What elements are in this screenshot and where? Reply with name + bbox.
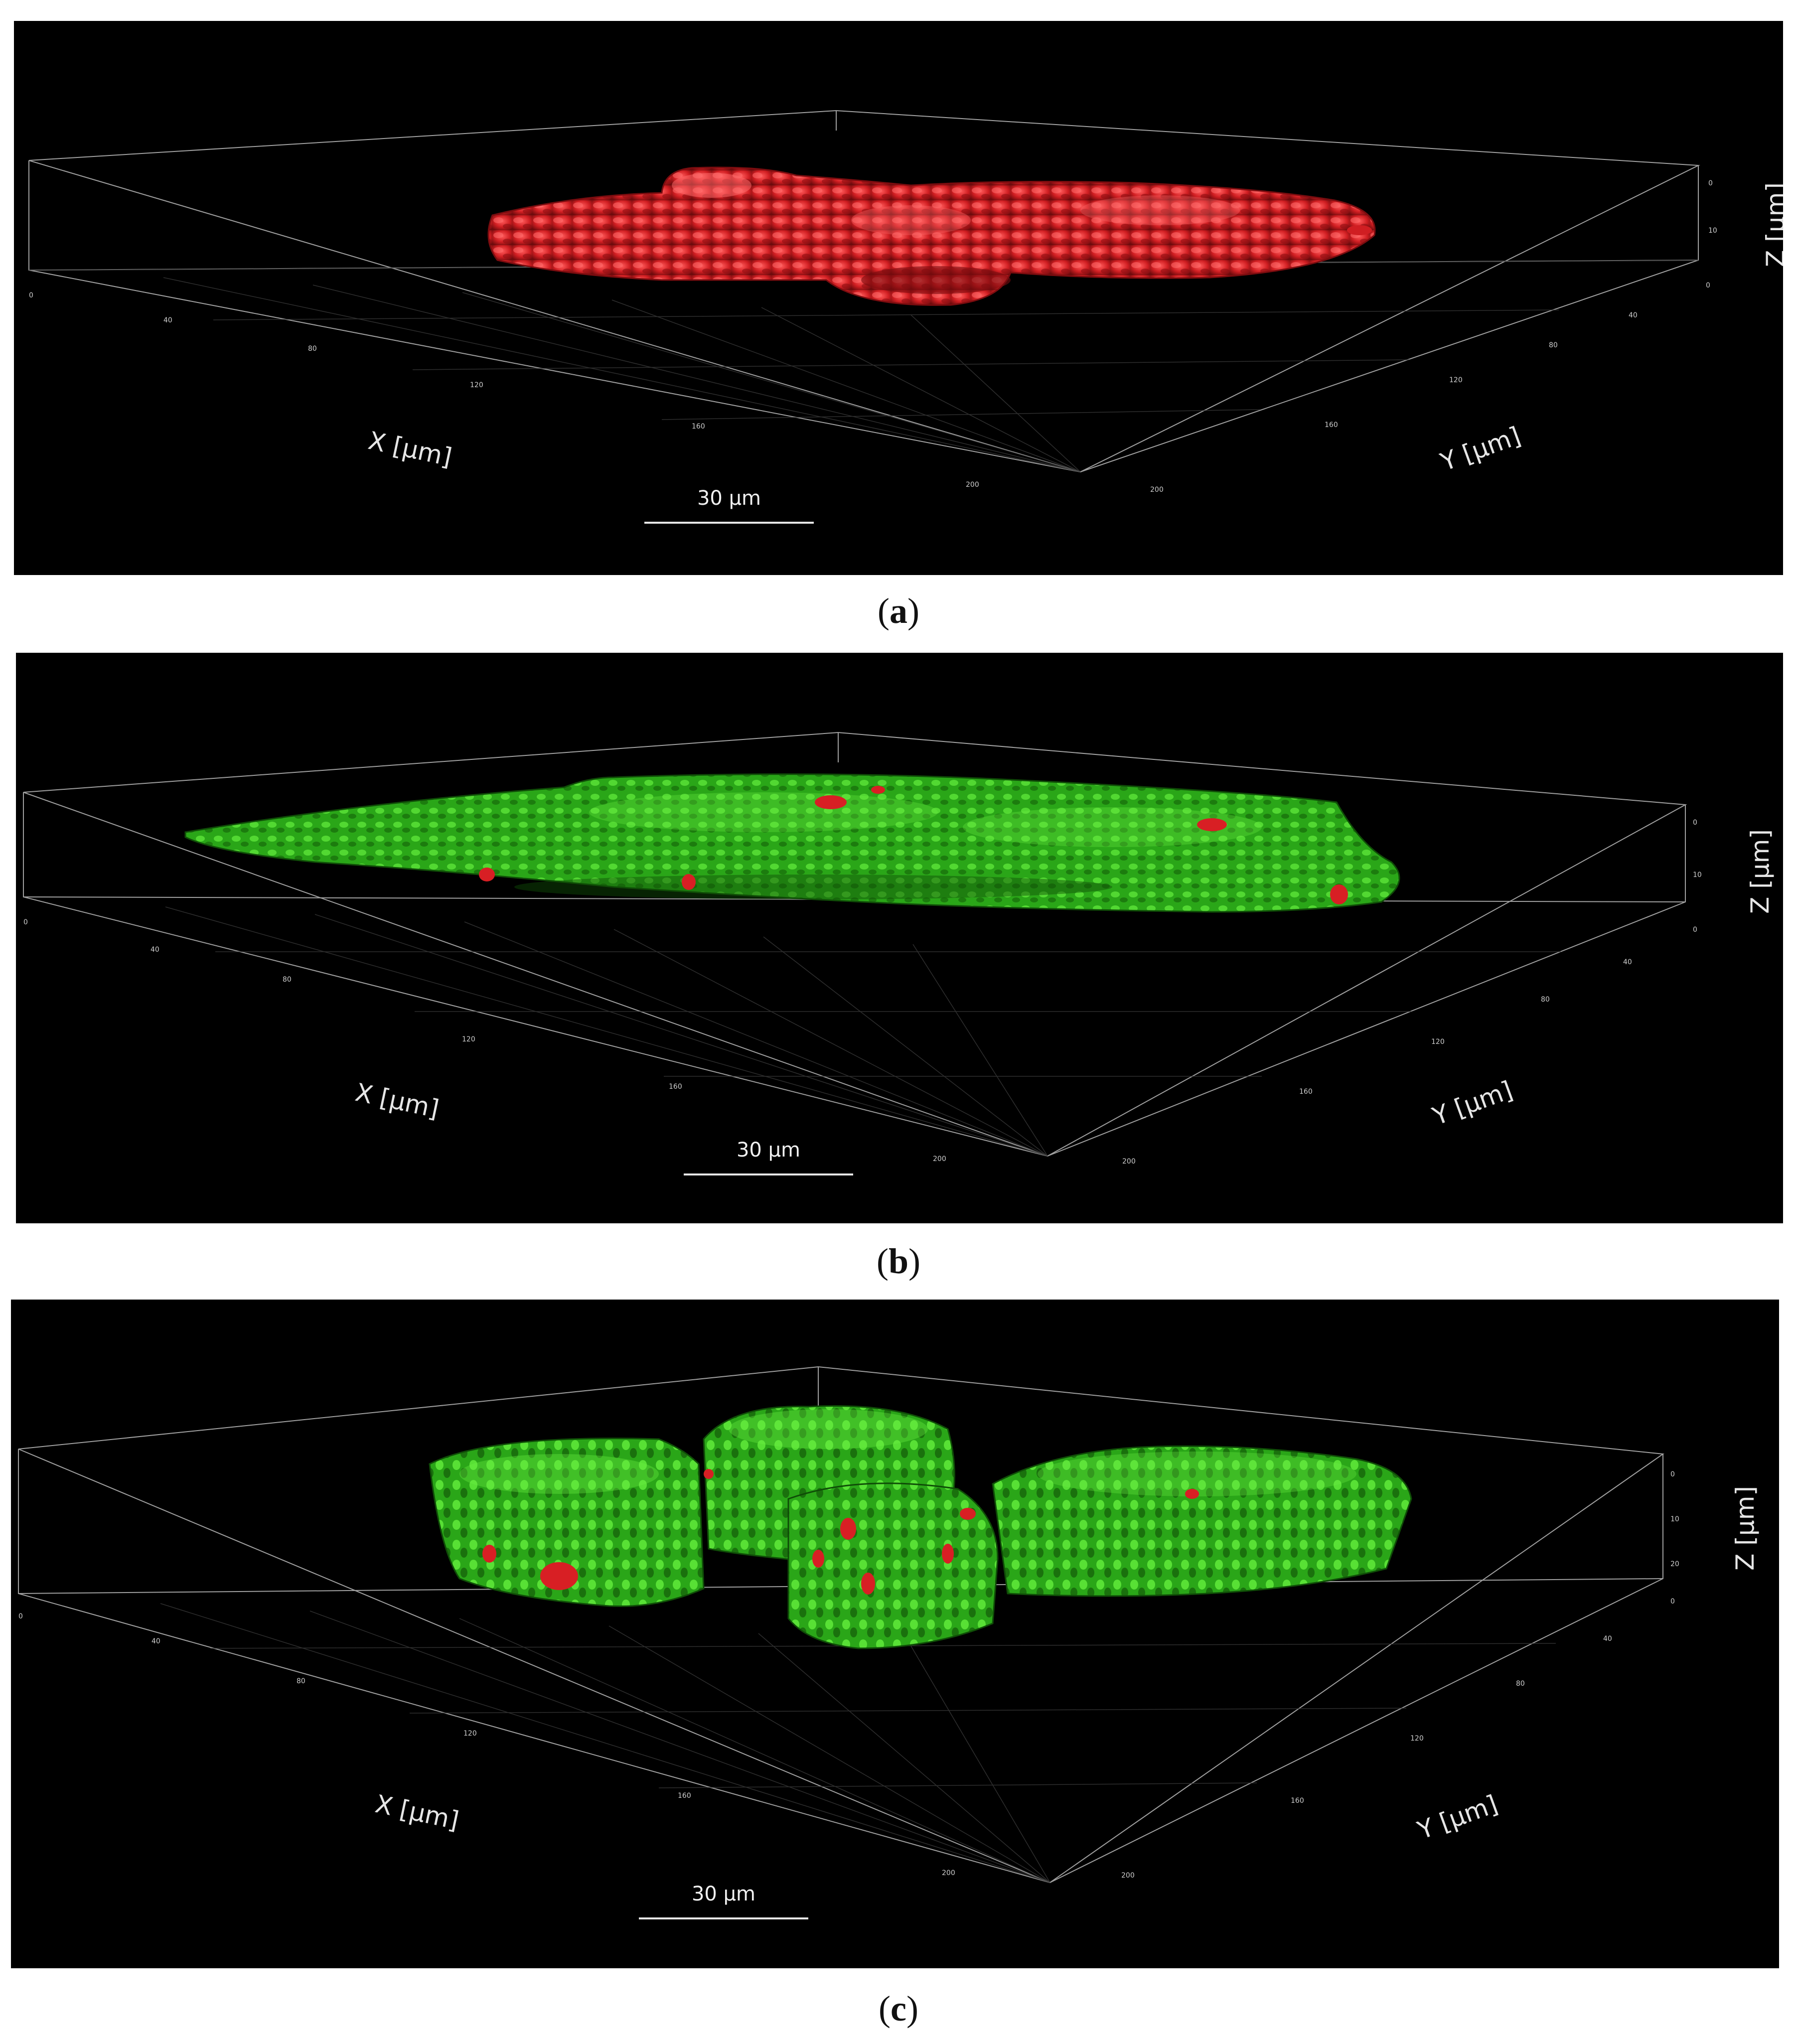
scale-bar-label: 30 µm xyxy=(691,1883,756,1905)
caption-c: (c) xyxy=(879,1989,918,2029)
svg-text:10: 10 xyxy=(1708,227,1717,235)
panel-b-image: 0 40 80 120 160 200 0 40 80 120 160 200 … xyxy=(16,653,1783,1223)
svg-text:120: 120 xyxy=(1431,1038,1445,1046)
scale-bar-label: 30 µm xyxy=(736,1139,801,1162)
svg-text:80: 80 xyxy=(1541,996,1550,1004)
caption-b: (b) xyxy=(876,1241,920,1281)
x-tick-labels: 0 40 80 120 160 200 xyxy=(18,1612,955,1877)
panel-c-render: 0 40 80 120 160 200 0 40 80 120 160 200 … xyxy=(18,1366,1679,1884)
svg-text:160: 160 xyxy=(678,1792,691,1800)
svg-text:80: 80 xyxy=(1516,1680,1525,1688)
bounding-box xyxy=(23,731,1687,1157)
svg-text:0: 0 xyxy=(1670,1598,1675,1606)
x-tick-labels: 0 40 80 120 160 200 xyxy=(23,918,946,1163)
panel-a-render: 0 40 80 120 160 200 0 40 80 120 160 200 … xyxy=(28,110,1717,494)
caption-a: (a) xyxy=(878,591,919,631)
scale-bar: 30 µm xyxy=(644,487,814,532)
svg-text:200: 200 xyxy=(942,1869,955,1877)
svg-text:10: 10 xyxy=(1670,1515,1679,1523)
red-spots xyxy=(479,786,1348,904)
svg-text:0: 0 xyxy=(1693,819,1697,827)
svg-text:20: 20 xyxy=(1670,1560,1679,1568)
svg-text:80: 80 xyxy=(308,345,317,353)
z-axis-label: Z [µm] xyxy=(1761,182,1783,267)
svg-text:160: 160 xyxy=(1299,1088,1313,1096)
svg-text:10: 10 xyxy=(1693,871,1702,879)
scale-bar: 30 µm xyxy=(639,1883,808,1927)
floor-grid xyxy=(165,906,1561,1157)
scale-bar: 30 µm xyxy=(684,1139,853,1183)
svg-text:160: 160 xyxy=(1325,421,1338,429)
scale-bar-label: 30 µm xyxy=(697,487,761,510)
scale-bar-line xyxy=(684,1173,853,1175)
svg-text:80: 80 xyxy=(297,1677,305,1685)
svg-text:120: 120 xyxy=(1449,376,1463,384)
bounding-box xyxy=(18,1366,1664,1884)
svg-text:0: 0 xyxy=(1670,1470,1675,1478)
z-tick-labels: 0 10 xyxy=(1708,179,1717,235)
svg-text:120: 120 xyxy=(1410,1735,1424,1743)
floor-grid xyxy=(160,1603,1556,1883)
panel-a-image: 0 40 80 120 160 200 0 40 80 120 160 200 … xyxy=(14,21,1783,575)
z-tick-labels: 0 10 20 xyxy=(1670,1470,1679,1568)
panel-b-render: 0 40 80 120 160 200 0 40 80 120 160 200 … xyxy=(23,731,1702,1166)
svg-text:0: 0 xyxy=(18,1612,23,1620)
svg-text:120: 120 xyxy=(470,381,483,389)
svg-text:0: 0 xyxy=(29,292,33,299)
red-spots xyxy=(482,1469,1199,1595)
y-tick-labels: 0 40 80 120 160 200 xyxy=(1121,1598,1675,1880)
z-axis-label: Z [µm] xyxy=(1745,829,1775,914)
green-biofilm-surface xyxy=(429,1405,1412,1649)
svg-text:160: 160 xyxy=(669,1083,682,1091)
svg-text:40: 40 xyxy=(1623,958,1632,966)
svg-text:80: 80 xyxy=(283,976,292,984)
svg-text:160: 160 xyxy=(692,423,705,431)
svg-text:200: 200 xyxy=(966,481,979,489)
y-tick-labels: 0 40 80 120 160 200 xyxy=(1122,926,1697,1166)
svg-text:40: 40 xyxy=(150,946,159,954)
svg-text:0: 0 xyxy=(1706,282,1710,290)
svg-text:120: 120 xyxy=(462,1035,475,1043)
svg-text:120: 120 xyxy=(463,1730,477,1738)
svg-text:40: 40 xyxy=(151,1637,160,1645)
z-axis-label: Z [µm] xyxy=(1730,1486,1760,1571)
svg-text:80: 80 xyxy=(1549,341,1558,349)
svg-text:160: 160 xyxy=(1291,1797,1304,1805)
svg-text:0: 0 xyxy=(1693,926,1697,934)
svg-text:0: 0 xyxy=(1708,179,1713,187)
x-tick-labels: 0 40 80 120 160 200 xyxy=(29,292,979,489)
y-tick-labels: 0 40 80 120 160 200 xyxy=(1150,282,1710,494)
svg-text:40: 40 xyxy=(163,316,172,324)
svg-text:200: 200 xyxy=(933,1155,946,1163)
floor-grid xyxy=(28,260,1699,472)
panel-c-image: 0 40 80 120 160 200 0 40 80 120 160 200 … xyxy=(11,1300,1779,1968)
scale-bar-line xyxy=(639,1917,808,1919)
svg-text:40: 40 xyxy=(1603,1635,1612,1643)
svg-text:200: 200 xyxy=(1121,1872,1135,1880)
svg-text:200: 200 xyxy=(1150,486,1164,494)
svg-text:200: 200 xyxy=(1122,1158,1136,1166)
red-biofilm-surface xyxy=(487,166,1376,306)
scale-bar-line xyxy=(644,522,814,524)
svg-text:0: 0 xyxy=(23,918,28,926)
green-biofilm-surface xyxy=(184,773,1400,913)
svg-text:40: 40 xyxy=(1629,311,1638,319)
z-tick-labels: 0 10 xyxy=(1693,819,1702,879)
